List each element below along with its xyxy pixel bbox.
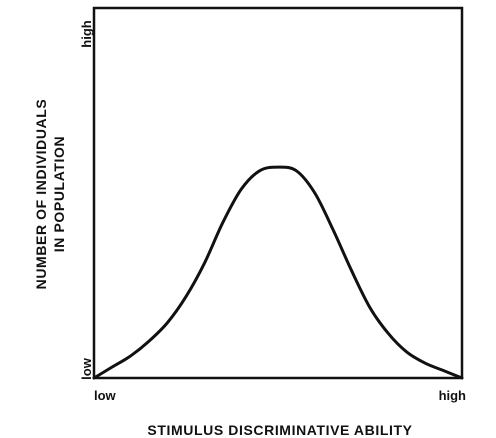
series-line-0 (92, 165, 464, 380)
x-tick-label-low: low (94, 388, 117, 403)
x-tick-label-high: high (439, 388, 466, 403)
y-tick-label-high: high (79, 20, 94, 47)
plot-frame (92, 6, 464, 380)
y-tick-label-low: low (79, 357, 94, 380)
series-layer (92, 165, 464, 380)
y-axis-title-line-2: IN POPULATION (51, 136, 67, 252)
y-axis-title-line-1: NUMBER OF INDIVIDUALS (33, 99, 49, 290)
x-axis-title: STIMULUS DISCRIMINATIVE ABILITY (147, 422, 412, 438)
